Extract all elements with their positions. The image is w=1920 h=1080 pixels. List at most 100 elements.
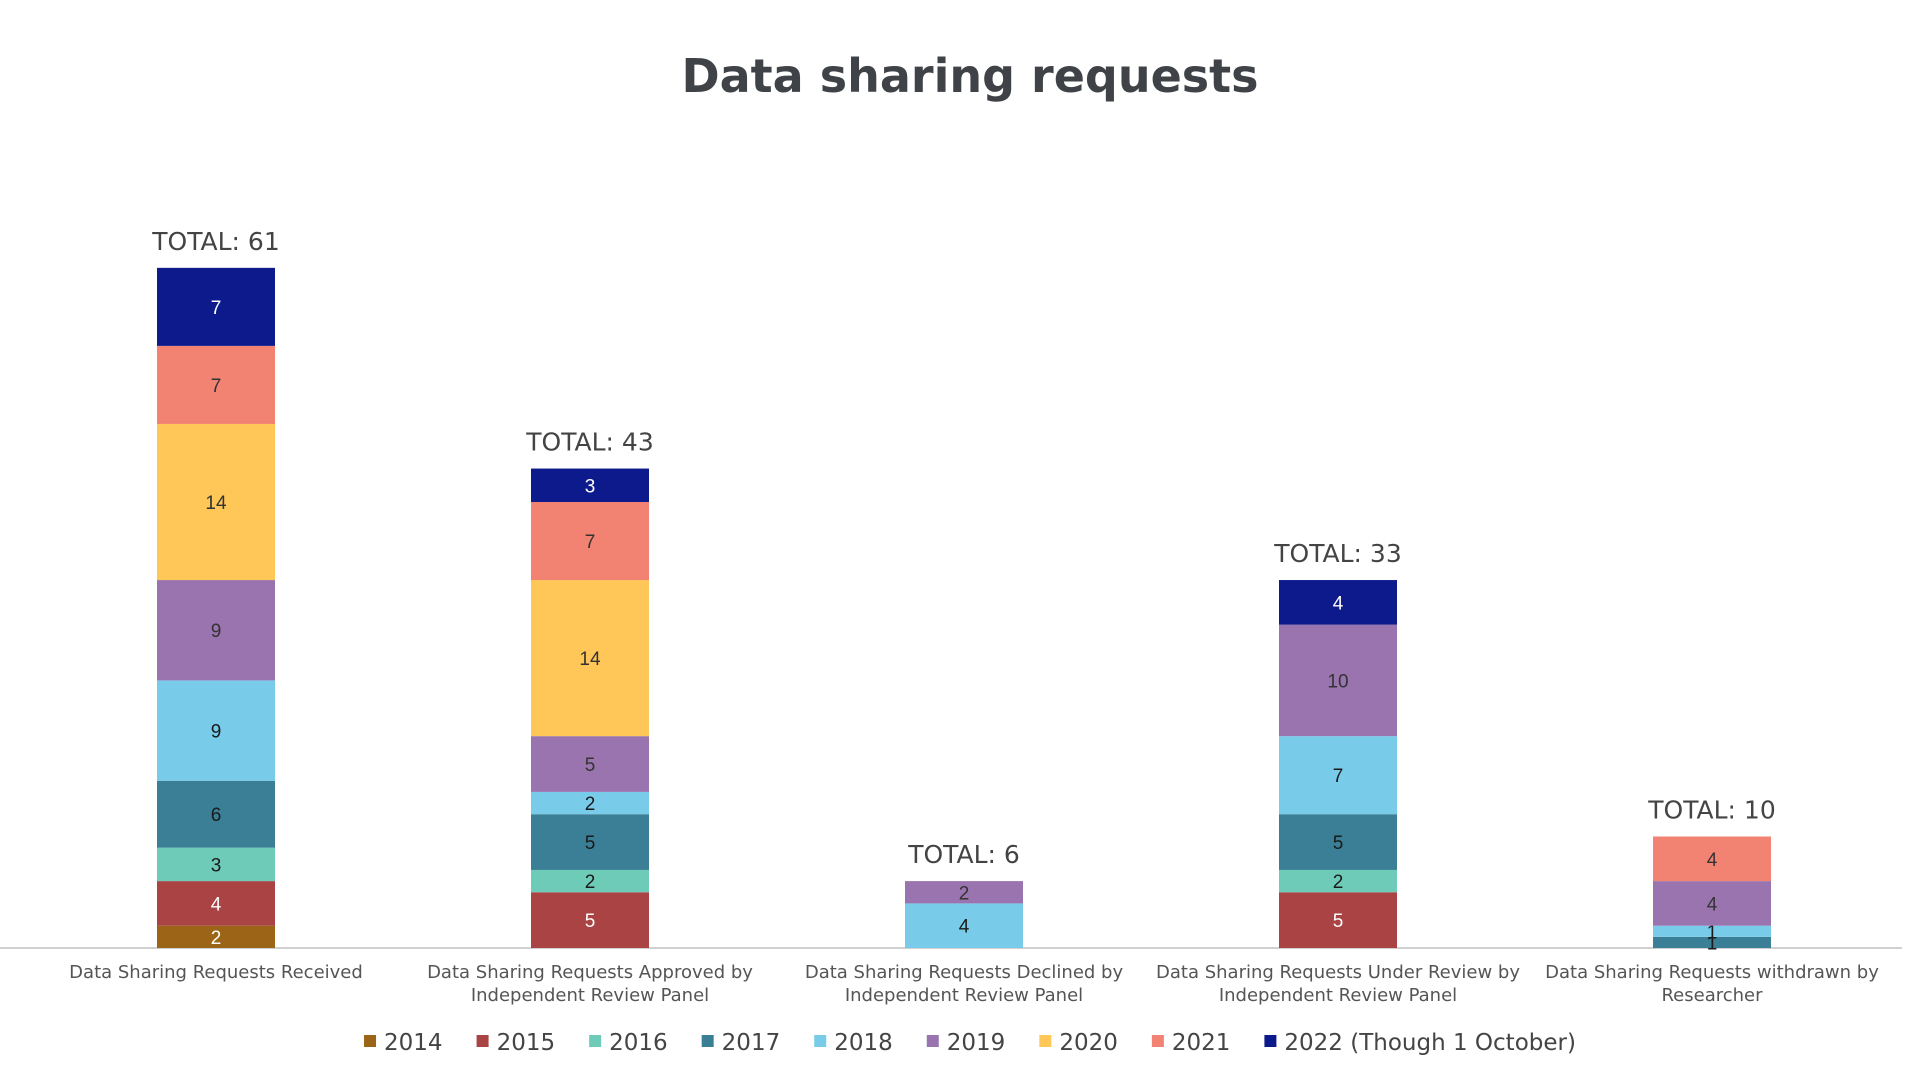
bar-segment xyxy=(157,267,275,346)
bar-segment xyxy=(157,925,275,948)
data-label: 5 xyxy=(1333,911,1344,932)
bar-segment xyxy=(531,502,649,581)
legend-item: 2015 xyxy=(476,1030,556,1056)
bar-segment xyxy=(1279,869,1397,893)
data-label: 5 xyxy=(585,833,596,854)
legend-swatch xyxy=(364,1035,377,1047)
data-label: 2 xyxy=(1333,872,1344,893)
data-label: 4 xyxy=(211,894,222,915)
bar-column: 5 2 5 7 10 4 xyxy=(1279,580,1397,948)
legend-item: 2019 xyxy=(926,1030,1006,1056)
legend-item: 2021 xyxy=(1151,1030,1230,1056)
legend-item: 2014 xyxy=(364,1030,443,1056)
bar-segment xyxy=(157,680,275,781)
legend-swatch xyxy=(476,1035,489,1047)
bar-segment xyxy=(157,881,275,926)
legend-label: 2016 xyxy=(609,1030,668,1056)
bar-column: 2 4 3 6 9 9 14 7 7 xyxy=(157,267,275,949)
legend-item: 2016 xyxy=(589,1030,668,1056)
category-label: Independent Review Panel xyxy=(1219,985,1457,1006)
bar-segment xyxy=(157,423,275,581)
legend-item: 2022 (Though 1 October) xyxy=(1264,1030,1576,1056)
bar-segment xyxy=(157,580,275,681)
category-label: Data Sharing Requests withdrawn by xyxy=(1545,962,1879,983)
data-label: 14 xyxy=(205,493,227,514)
legend: 2014 2015 2016 2017 2018 2019 2020 2021 2022 (Th… xyxy=(364,1030,1576,1056)
data-label: 7 xyxy=(1333,766,1344,787)
data-label: 9 xyxy=(211,621,222,642)
legend-item: 2020 xyxy=(1039,1030,1118,1056)
total-label: TOTAL: 33 xyxy=(1273,539,1402,568)
data-label: 5 xyxy=(585,755,596,776)
data-label: 1 xyxy=(1707,933,1718,954)
legend-swatch xyxy=(926,1035,939,1047)
legend-swatch xyxy=(1151,1035,1164,1047)
legend-swatch xyxy=(1264,1035,1277,1047)
legend-label: 2019 xyxy=(947,1030,1006,1056)
legend-label: 2017 xyxy=(722,1030,781,1056)
category-label: Data Sharing Requests Received xyxy=(69,962,363,983)
data-label: 1 xyxy=(1707,922,1718,943)
legend-swatch xyxy=(1039,1035,1052,1047)
bar-segment xyxy=(1653,836,1771,882)
bar-segment xyxy=(531,580,649,737)
category-label: Data Sharing Requests Under Review by xyxy=(1156,962,1520,983)
bar-segment xyxy=(531,814,649,870)
legend-label: 2020 xyxy=(1059,1030,1118,1056)
category-label: Researcher xyxy=(1661,985,1763,1006)
bar-segment xyxy=(157,345,275,424)
category-label: Independent Review Panel xyxy=(471,985,709,1006)
data-label: 7 xyxy=(585,532,596,553)
total-label: TOTAL: 10 xyxy=(1647,796,1776,825)
legend-item: 2018 xyxy=(814,1030,893,1056)
category-label: Independent Review Panel xyxy=(845,985,1083,1006)
legend-item: 2017 xyxy=(701,1030,781,1056)
legend-label: 2014 xyxy=(384,1030,443,1056)
bar-segment xyxy=(531,791,649,815)
total-label: TOTAL: 6 xyxy=(907,840,1020,869)
total-label: TOTAL: 61 xyxy=(151,227,280,256)
bar-segment xyxy=(531,736,649,792)
data-label: 7 xyxy=(211,376,222,397)
bar-segment xyxy=(531,869,649,893)
bar-segment xyxy=(1653,936,1771,948)
category-labels-group: Data Sharing Requests Received Data Shari… xyxy=(69,962,1879,1006)
legend-label: 2015 xyxy=(497,1030,556,1056)
category-label: Data Sharing Requests Approved by xyxy=(427,962,753,983)
bar-segment xyxy=(1653,925,1771,937)
data-label: 4 xyxy=(1707,894,1718,915)
bar-segment xyxy=(1279,580,1397,625)
category-label: Data Sharing Requests Declined by xyxy=(805,962,1124,983)
data-label: 9 xyxy=(211,722,222,743)
bar-segment xyxy=(905,903,1023,948)
bar-column: 5 2 5 2 5 14 7 3 xyxy=(531,468,649,948)
bar-segment xyxy=(531,468,649,502)
data-label: 7 xyxy=(211,298,222,319)
data-label: 6 xyxy=(211,805,222,826)
bar-column: 42 xyxy=(905,881,1023,948)
bar-segment xyxy=(157,847,275,882)
legend-label: 2022 (Though 1 October) xyxy=(1284,1030,1576,1056)
data-label: 10 xyxy=(1327,671,1348,692)
bar-segment xyxy=(1279,736,1397,815)
data-label: 3 xyxy=(211,855,222,876)
data-label: 2 xyxy=(585,872,596,893)
legend-swatch xyxy=(814,1035,827,1047)
legend-swatch xyxy=(701,1035,714,1047)
legend-label: 2018 xyxy=(834,1030,893,1056)
bar-segment xyxy=(905,881,1023,904)
data-label: 5 xyxy=(1333,833,1344,854)
data-label: 5 xyxy=(585,911,596,932)
bar-segment xyxy=(1279,892,1397,948)
legend-swatch xyxy=(589,1035,602,1047)
bar-segment xyxy=(157,780,275,848)
data-label: 3 xyxy=(585,476,596,497)
data-label: 4 xyxy=(1333,593,1344,614)
data-label: 2 xyxy=(959,883,970,904)
data-label: 14 xyxy=(579,649,601,670)
data-label: 4 xyxy=(959,917,970,938)
data-label: 2 xyxy=(585,794,596,815)
data-label: 4 xyxy=(1707,850,1718,871)
